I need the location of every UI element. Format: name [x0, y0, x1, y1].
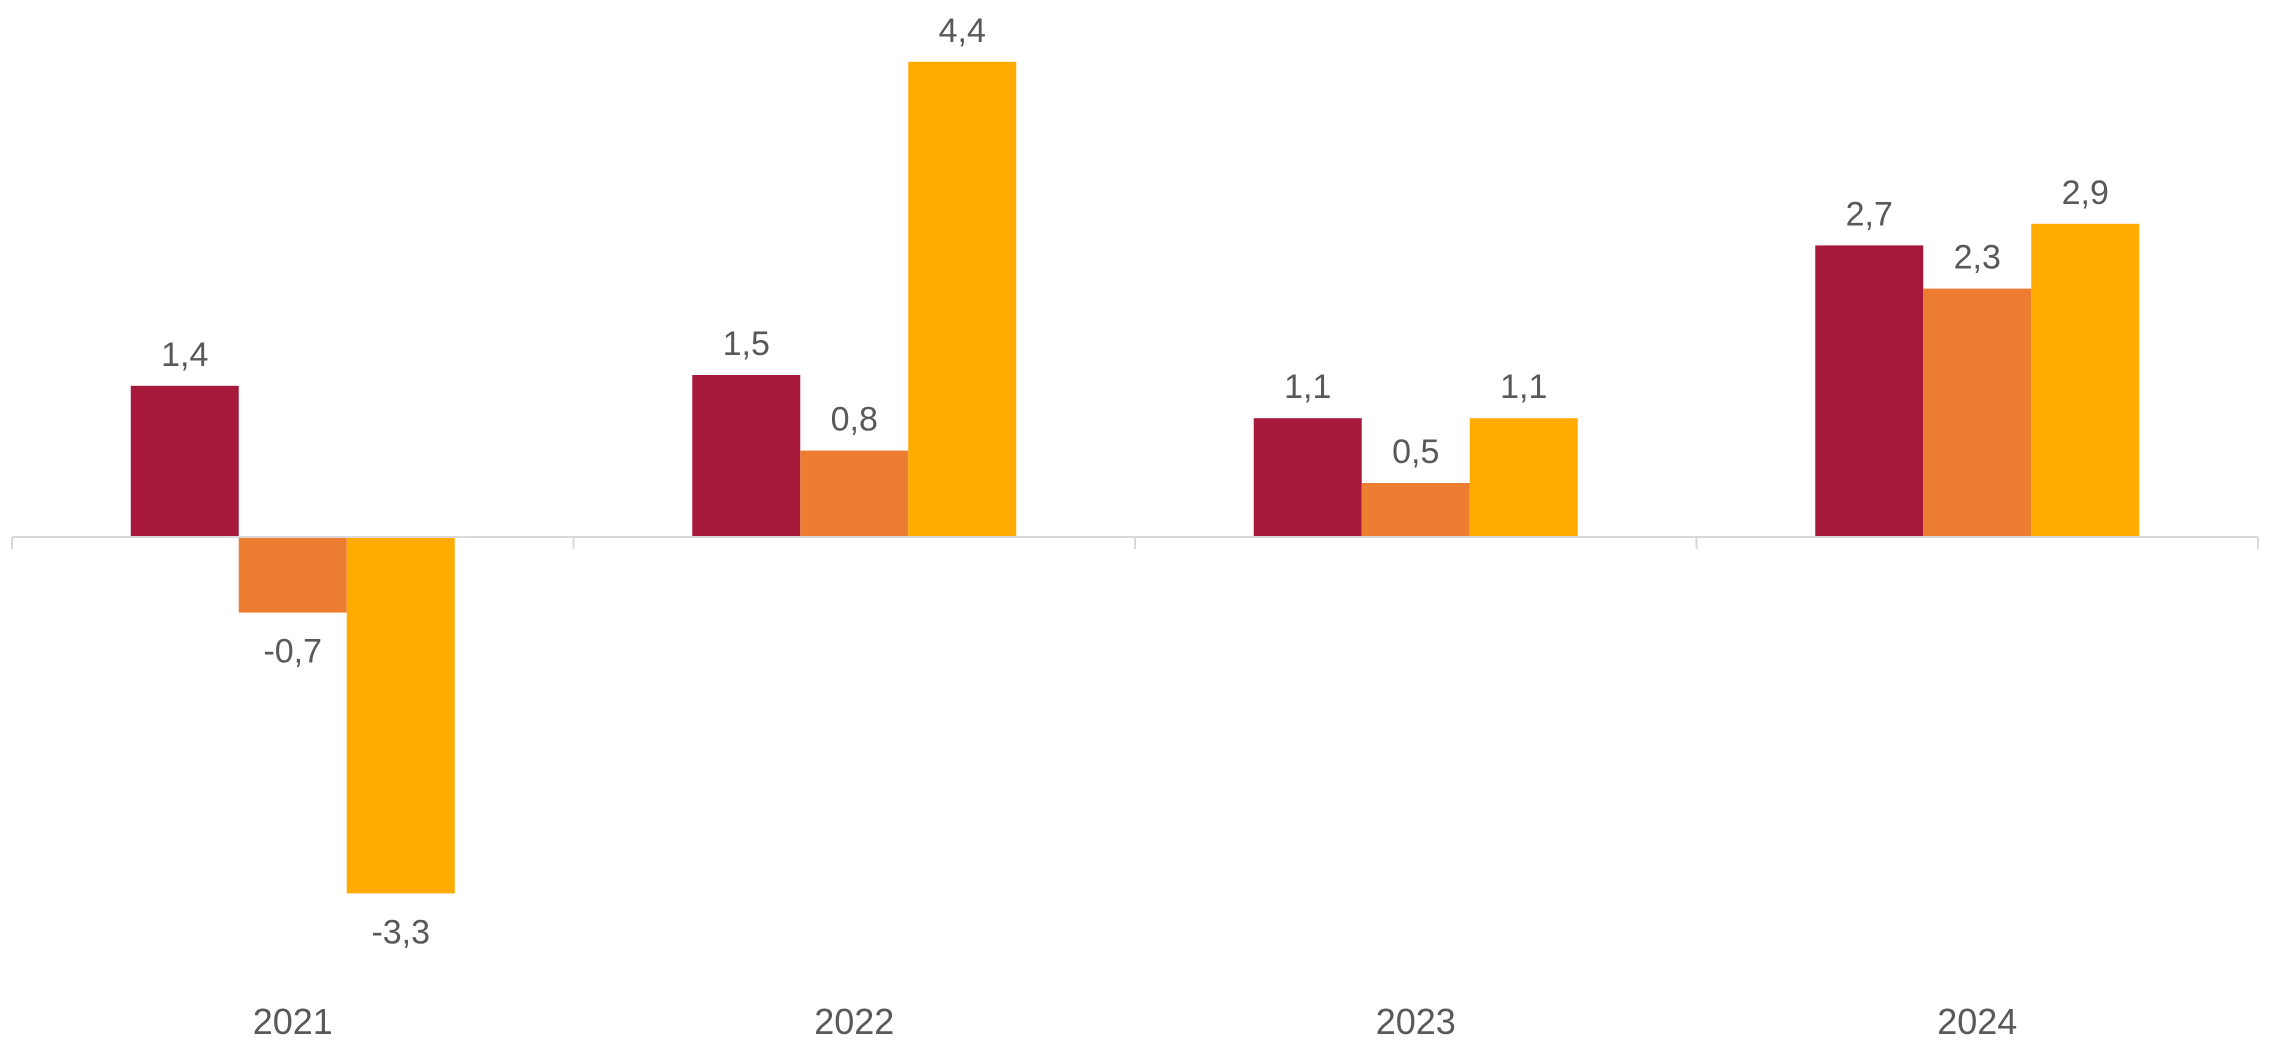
- bar-2022-series-3: [908, 61, 1017, 538]
- data-label-2022-series-1: 1,5: [723, 325, 770, 363]
- data-label-2023-series-2: 0,5: [1392, 433, 1439, 471]
- data-labels: 1,4 -0,7 -3,3 1,5 0,8 4,4 1,1 0,5 1,1 2,7 2,3 2,9: [161, 12, 2109, 952]
- bar-2021-series-2: [238, 537, 347, 613]
- bar-2024-series-2: [1923, 288, 2032, 537]
- data-label-2022-series-3: 4,4: [939, 12, 986, 50]
- data-label-2023-series-1: 1,1: [1284, 368, 1331, 406]
- bar-2022-series-1: [692, 375, 801, 537]
- x-tick-labels: 2021 2022 2023 2024: [253, 1001, 2018, 1040]
- bar-2023-series-1: [1253, 418, 1362, 537]
- x-tick-label-2022: 2022: [814, 1001, 894, 1040]
- x-tick-label-2023: 2023: [1376, 1001, 1456, 1040]
- data-label-2023-series-3: 1,1: [1500, 368, 1547, 406]
- bar-2022-series-2: [800, 450, 909, 537]
- bar-2024-series-1: [1815, 245, 1924, 537]
- data-label-2021-series-2: -0,7: [263, 633, 322, 671]
- bar-2021-series-3: [346, 537, 455, 894]
- x-axis: [11, 536, 2259, 549]
- bar-2021-series-1: [130, 385, 239, 537]
- data-label-2021-series-3: -3,3: [371, 913, 430, 951]
- data-label-2024-series-1: 2,7: [1846, 195, 1893, 233]
- bar-2023-series-2: [1361, 483, 1470, 537]
- data-label-2022-series-2: 0,8: [831, 401, 878, 439]
- bar-2023-series-3: [1469, 418, 1578, 537]
- data-label-2021-series-1: 1,4: [161, 336, 208, 374]
- data-label-2024-series-3: 2,9: [2062, 174, 2109, 212]
- bars: [130, 61, 2140, 894]
- bar-2024-series-3: [2031, 223, 2140, 538]
- x-tick-label-2024: 2024: [1937, 1001, 2017, 1040]
- x-tick-label-2021: 2021: [253, 1001, 333, 1040]
- data-label-2024-series-2: 2,3: [1954, 239, 2001, 277]
